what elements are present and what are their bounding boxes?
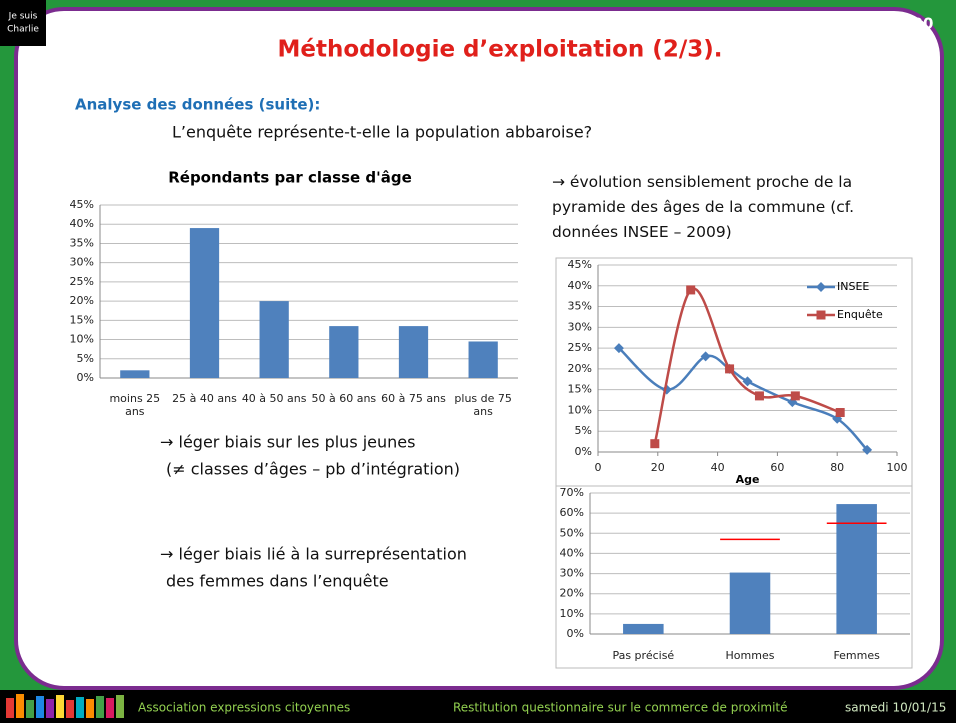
y-tick-label: 40% <box>560 546 584 559</box>
slide-title: Méthodologie d’exploitation (2/3). <box>278 37 723 63</box>
legend-label: INSEE <box>837 280 869 293</box>
footer-subject: Restitution questionnaire sur le commerc… <box>453 701 788 715</box>
bar <box>189 228 220 378</box>
x-tick-label: 100 <box>887 461 908 474</box>
note: des femmes dans l’enquête <box>166 572 389 591</box>
y-tick-label: 60% <box>560 506 584 519</box>
bar <box>468 341 498 378</box>
page-number: 6/20 <box>897 15 934 33</box>
legend-marker <box>816 310 826 320</box>
y-tick-label: 0% <box>77 371 94 384</box>
point <box>650 439 660 449</box>
y-tick-label: 45% <box>568 258 592 271</box>
bar <box>329 326 359 378</box>
y-tick-label: 10% <box>560 607 584 620</box>
x-tick-label: 40 <box>711 461 725 474</box>
x-tick-label: Hommes <box>726 649 775 662</box>
y-tick-label: 35% <box>568 300 592 313</box>
point <box>835 408 845 418</box>
x-tick-label: 80 <box>830 461 844 474</box>
note: → léger biais sur les plus jeunes <box>160 433 415 452</box>
point <box>790 391 800 401</box>
chart-title: Répondants par classe d'âge <box>168 169 412 187</box>
evolution-note: → évolution sensiblement proche de la py… <box>552 173 855 241</box>
x-axis-label: Age <box>736 473 760 486</box>
y-tick-label: 40% <box>568 279 592 292</box>
y-tick-label: 0% <box>575 445 592 458</box>
y-tick-label: 45% <box>70 198 94 211</box>
legend-label: Enquête <box>837 308 883 321</box>
y-tick-label: 25% <box>70 275 94 288</box>
bar <box>836 504 877 634</box>
bar <box>120 370 150 378</box>
x-tick-label: Pas précisé <box>612 649 674 662</box>
bar <box>729 572 771 634</box>
x-tick-label: 25 à 40 ans <box>172 392 237 405</box>
question: L’enquête représente-t-elle la populatio… <box>172 123 592 142</box>
point <box>742 376 753 387</box>
note: (≠ classes d’âges – pb d’intégration) <box>166 460 460 479</box>
y-tick-label: 50% <box>560 526 584 539</box>
y-tick-label: 30% <box>70 256 94 269</box>
x-tick-label: 0 <box>595 461 602 474</box>
y-tick-label: 25% <box>568 341 592 354</box>
x-tick-label: Femmes <box>833 649 880 662</box>
point <box>862 444 873 455</box>
x-tick-label: 40 à 50 ans <box>241 392 307 405</box>
point <box>613 343 624 354</box>
bar <box>623 623 664 634</box>
y-tick-label: 70% <box>560 486 584 499</box>
y-tick-label: 30% <box>560 567 584 580</box>
point <box>686 285 696 295</box>
point <box>725 364 735 374</box>
bar <box>398 326 429 378</box>
y-tick-label: 20% <box>568 362 592 375</box>
section-heading: Analyse des données (suite): <box>75 96 320 114</box>
x-tick-label: plus de 75 ans <box>454 392 512 418</box>
y-tick-label: 35% <box>70 236 94 249</box>
legend-marker <box>816 282 826 292</box>
y-tick-label: 0% <box>567 627 584 640</box>
y-tick-label: 20% <box>70 294 94 307</box>
y-tick-label: 30% <box>568 320 592 333</box>
y-tick-label: 15% <box>568 383 592 396</box>
x-tick-label: moins 25 ans <box>109 392 161 418</box>
badge: Charlie <box>7 25 39 35</box>
x-tick-label: 60 <box>770 461 784 474</box>
badge: Je suis <box>8 12 38 22</box>
y-tick-label: 5% <box>575 424 592 437</box>
y-tick-label: 5% <box>77 352 94 365</box>
note: → léger biais lié à la surreprésentation <box>160 545 467 564</box>
y-tick-label: 10% <box>70 333 94 346</box>
x-tick-label: 60 à 75 ans <box>381 392 446 405</box>
x-tick-label: 20 <box>651 461 665 474</box>
y-tick-label: 20% <box>560 587 584 600</box>
logo <box>6 694 124 718</box>
badge-box <box>0 0 46 46</box>
footer-bar <box>0 690 956 723</box>
y-tick-label: 40% <box>70 217 94 230</box>
footer-date: samedi 10/01/15 <box>845 701 946 715</box>
y-tick-label: 10% <box>568 403 592 416</box>
chart-frame <box>555 485 913 669</box>
bar <box>259 301 289 378</box>
x-tick-label: 50 à 60 ans <box>311 392 377 405</box>
point <box>754 391 764 401</box>
footer-association: Association expressions citoyennes <box>138 701 350 715</box>
point <box>700 351 711 362</box>
y-tick-label: 15% <box>70 313 94 326</box>
